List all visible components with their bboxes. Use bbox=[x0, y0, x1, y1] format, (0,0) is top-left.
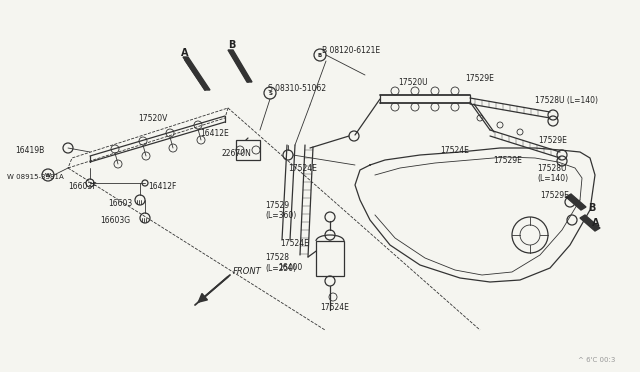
Text: 16603G: 16603G bbox=[100, 215, 130, 224]
Text: 17528: 17528 bbox=[265, 253, 289, 263]
Polygon shape bbox=[566, 194, 586, 210]
Text: 17529E: 17529E bbox=[540, 190, 569, 199]
Polygon shape bbox=[580, 215, 600, 231]
Text: 17520V: 17520V bbox=[138, 113, 168, 122]
Text: 17524E: 17524E bbox=[288, 164, 317, 173]
Text: 17528U: 17528U bbox=[537, 164, 566, 173]
Polygon shape bbox=[183, 57, 210, 90]
Text: 16412E: 16412E bbox=[200, 128, 228, 138]
Text: 16419B: 16419B bbox=[15, 145, 44, 154]
Text: 22670N: 22670N bbox=[222, 148, 252, 157]
Text: (L=250): (L=250) bbox=[265, 263, 296, 273]
Text: S 08310-51062: S 08310-51062 bbox=[268, 83, 326, 93]
Text: 16603: 16603 bbox=[108, 199, 132, 208]
Text: S: S bbox=[269, 90, 273, 96]
Text: A: A bbox=[181, 48, 189, 58]
Text: 17524E: 17524E bbox=[280, 238, 309, 247]
Bar bbox=[316, 241, 344, 276]
Text: 16603F: 16603F bbox=[68, 182, 97, 190]
Text: B: B bbox=[318, 52, 322, 58]
Text: ^ 6'C 00:3: ^ 6'C 00:3 bbox=[578, 357, 615, 363]
Text: FRONT: FRONT bbox=[233, 267, 262, 276]
Text: 17529E: 17529E bbox=[465, 74, 494, 83]
Text: 16400: 16400 bbox=[278, 263, 302, 273]
Text: B 08120-6121E: B 08120-6121E bbox=[322, 45, 380, 55]
Bar bbox=[236, 140, 260, 160]
Text: 17529: 17529 bbox=[265, 201, 289, 209]
Text: 16412F: 16412F bbox=[148, 182, 177, 190]
Text: A: A bbox=[592, 218, 600, 228]
Text: W: W bbox=[45, 173, 51, 177]
Polygon shape bbox=[228, 50, 252, 82]
Text: B: B bbox=[588, 203, 595, 213]
Text: B: B bbox=[228, 40, 236, 50]
Text: (L=360): (L=360) bbox=[265, 211, 296, 219]
Text: 17529E: 17529E bbox=[493, 155, 522, 164]
Text: 17520U: 17520U bbox=[398, 77, 428, 87]
Text: 17529E: 17529E bbox=[538, 135, 567, 144]
Text: 17528U (L=140): 17528U (L=140) bbox=[535, 96, 598, 105]
Text: 17524E: 17524E bbox=[440, 145, 469, 154]
Text: W 08915-3381A: W 08915-3381A bbox=[7, 174, 64, 180]
Text: (L=140): (L=140) bbox=[537, 173, 568, 183]
Text: 17524E: 17524E bbox=[320, 304, 349, 312]
